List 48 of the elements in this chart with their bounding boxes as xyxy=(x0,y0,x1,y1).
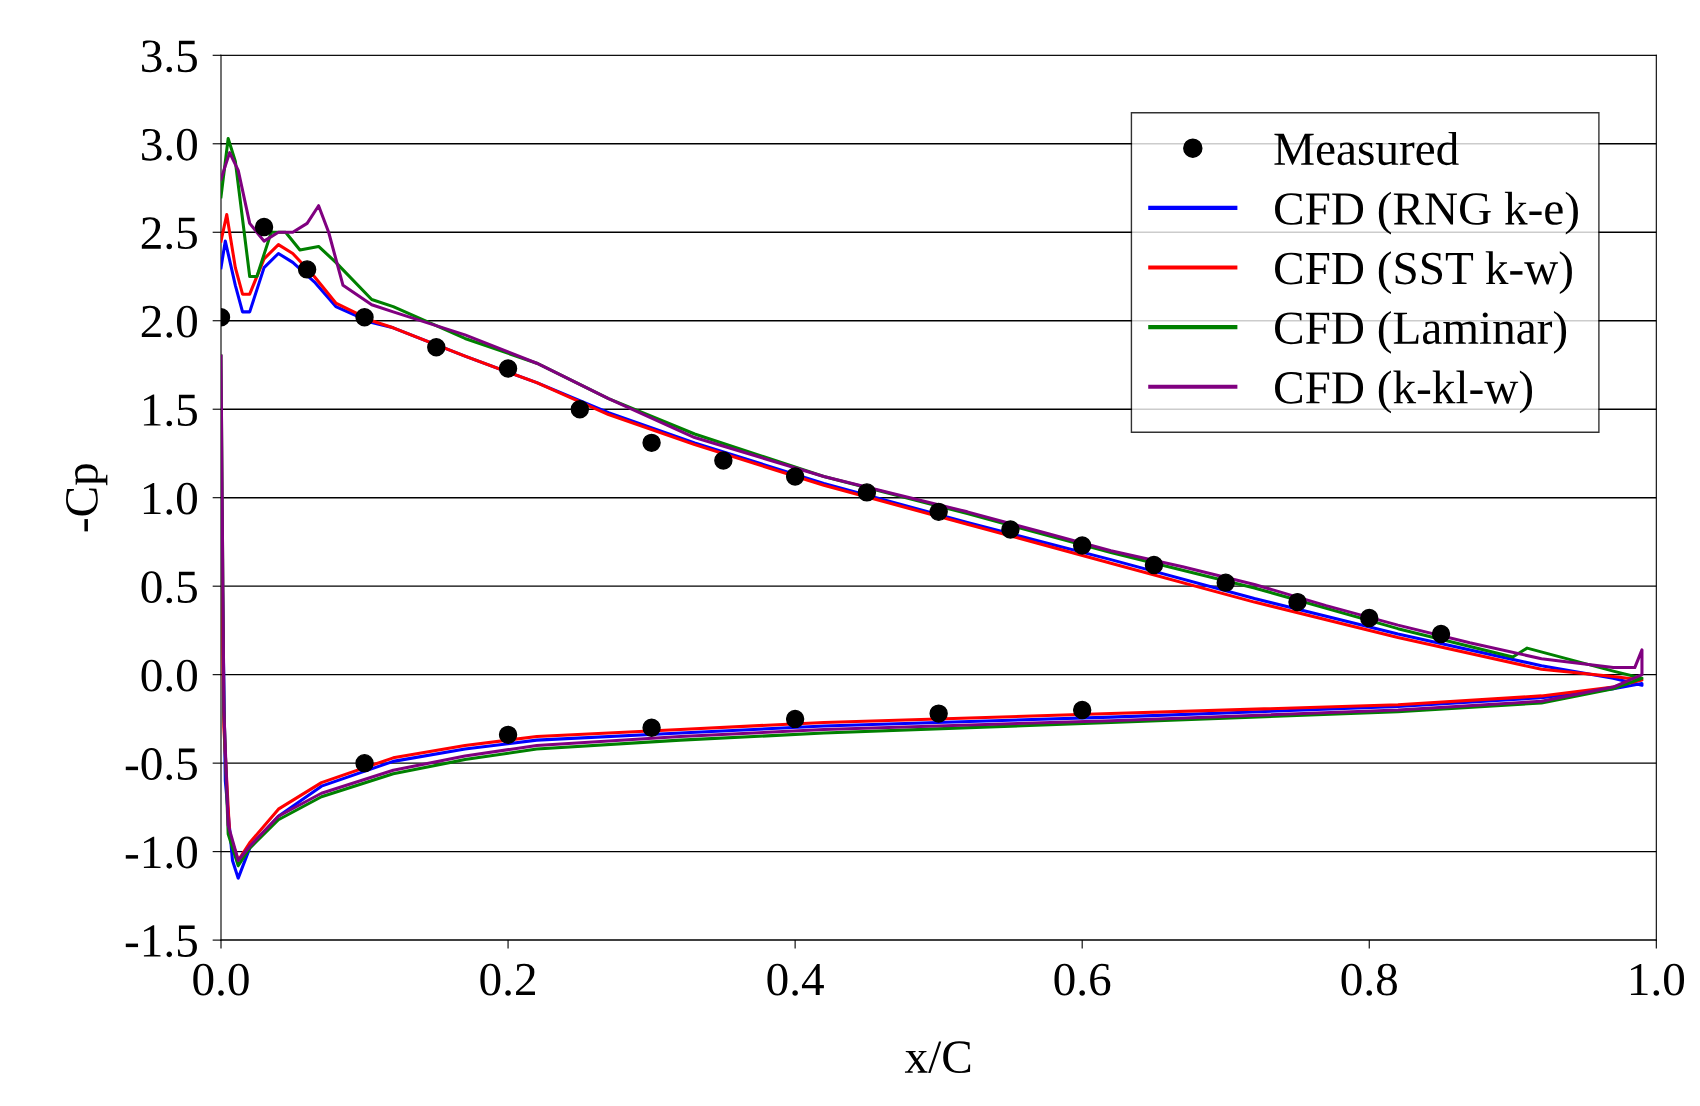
point xyxy=(427,338,446,357)
point xyxy=(929,502,948,522)
point xyxy=(1360,608,1379,628)
point xyxy=(1072,536,1092,555)
point xyxy=(642,433,661,453)
point xyxy=(297,260,317,279)
y-tick-label: 2.0 xyxy=(141,305,197,338)
point xyxy=(857,483,877,502)
x-tick-label: 0.0 xyxy=(193,963,249,996)
y-tick-label: 2.5 xyxy=(141,217,197,250)
legend-label: CFD (k-kl-w) xyxy=(1275,370,1533,414)
y-tick-label: 1.5 xyxy=(143,394,197,427)
point xyxy=(1288,592,1307,612)
x-tick-label: 1.0 xyxy=(1630,963,1685,996)
point xyxy=(498,725,518,745)
y-tick-label: -1.5 xyxy=(125,925,197,958)
y-tick-label: -0.5 xyxy=(125,748,197,781)
point xyxy=(1431,624,1451,644)
point xyxy=(785,467,805,486)
point xyxy=(714,451,733,470)
x-tick-label: 0.8 xyxy=(1341,963,1397,996)
point xyxy=(498,359,518,378)
y-tick-label: 0.5 xyxy=(141,571,197,604)
x-tick-label: 0.6 xyxy=(1054,963,1111,996)
point xyxy=(785,709,805,729)
y-tick-label: 3.0 xyxy=(142,128,197,161)
y-tick-label: -1.0 xyxy=(125,836,197,869)
y-tick-label: 1.0 xyxy=(143,482,197,515)
x-tick-label: 0.2 xyxy=(480,963,535,996)
point xyxy=(355,753,374,773)
legend-label: CFD (SST k-w) xyxy=(1275,251,1572,295)
x-tick-label: 0.4 xyxy=(767,963,824,996)
legend-label: CFD (Laminar) xyxy=(1275,310,1567,354)
point xyxy=(355,308,374,327)
y-tick-label: 0.0 xyxy=(141,659,197,692)
point xyxy=(570,400,590,419)
point xyxy=(1216,573,1235,592)
y-axis-title: -Cp xyxy=(66,464,108,532)
point xyxy=(929,704,948,723)
point xyxy=(1144,555,1164,575)
legend-label: CFD (RNG k-e) xyxy=(1275,191,1578,235)
point xyxy=(1001,520,1020,539)
y-tick-label: 3.5 xyxy=(142,40,197,73)
x-axis-title: x/C xyxy=(904,1041,971,1074)
point xyxy=(254,217,274,237)
point xyxy=(642,718,661,737)
legend-label: Measured xyxy=(1274,131,1459,166)
point xyxy=(1072,700,1092,720)
